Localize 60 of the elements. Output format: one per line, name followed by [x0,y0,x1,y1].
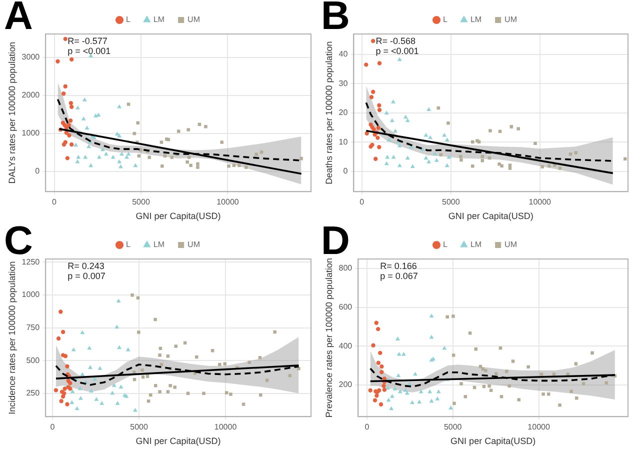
x-tick-label: 10000 [214,422,238,432]
y-tick-label: 20 [338,108,348,118]
legend-label: UM [188,240,200,250]
y-axis-title: Incidence rates per 100000 population [6,261,17,414]
legend-label: LM [470,15,482,24]
y-tick-label: 10 [338,137,348,146]
y-tick-label: 0 [343,166,348,176]
x-axis-title: GNI per Capita(USD) [136,436,221,446]
legend-label: UM [188,15,200,24]
annotation: R= 0.243 [68,260,104,271]
chart-title: B [321,0,350,38]
legend-label: L [126,15,131,24]
y-tick-label: 40 [338,50,348,59]
x-tick-label: 5000 [442,198,460,207]
x-tick-label: 5000 [444,422,462,432]
x-axis-title: GNI per Capita(USD) [136,211,221,222]
legend-label: LM [153,15,165,24]
y-tick-label: 1250 [22,257,40,266]
y-tick-label: 400 [338,341,353,350]
annotation: p = <0.001 [68,46,111,56]
y-tick-label: 800 [338,264,353,273]
x-tick-label: 10000 [528,422,550,432]
x-tick-label: 10000 [216,198,240,207]
x-tick-label: 0 [360,198,365,207]
legend-label: L [443,240,448,250]
y-tick-label: 250 [26,388,40,398]
y-axis-title: Prevalence rates per 100000 population [324,258,334,418]
legend-label: L [126,240,131,250]
y-tick-label: 0 [35,166,40,176]
y-tick-label: 2000 [22,90,40,100]
legend-label: LM [153,240,165,250]
legend-label: UM [504,240,518,250]
chart-title: A [4,0,33,38]
x-axis-title: GNI per Capita(USD) [448,211,534,222]
x-tick-label: 10000 [528,198,552,207]
x-tick-label: 5000 [132,198,150,207]
legend-label: LM [470,240,482,250]
x-tick-label: 0 [52,198,58,207]
x-axis-title: GNI per Capita(USD) [450,436,536,446]
annotation: R= -0.568 [376,36,416,46]
y-tick-label: 500 [26,356,40,365]
y-tick-label: 30 [338,78,348,88]
annotation: p = <0.001 [376,46,419,56]
legend-label: L [443,15,448,24]
y-tick-label: 1000 [22,290,40,300]
y-axis-title: Deaths rates per 100000 population [324,41,334,184]
annotation: R= 0.166 [380,260,417,271]
annotation: p = 0.067 [380,270,418,281]
y-tick-label: 750 [26,322,40,332]
y-tick-label: 600 [338,302,353,312]
annotation: p = 0.007 [68,270,106,281]
x-tick-label: 0 [364,422,370,432]
x-tick-label: 0 [50,422,56,432]
legend-label: UM [504,15,518,24]
y-tick-label: 3000 [22,52,40,62]
y-axis-title: DALYs rates per 100000 population [6,42,17,184]
x-tick-label: 5000 [130,422,148,432]
y-tick-label: 1000 [22,128,40,138]
y-tick-label: 200 [338,380,353,390]
annotation: R= -0.577 [68,36,108,46]
